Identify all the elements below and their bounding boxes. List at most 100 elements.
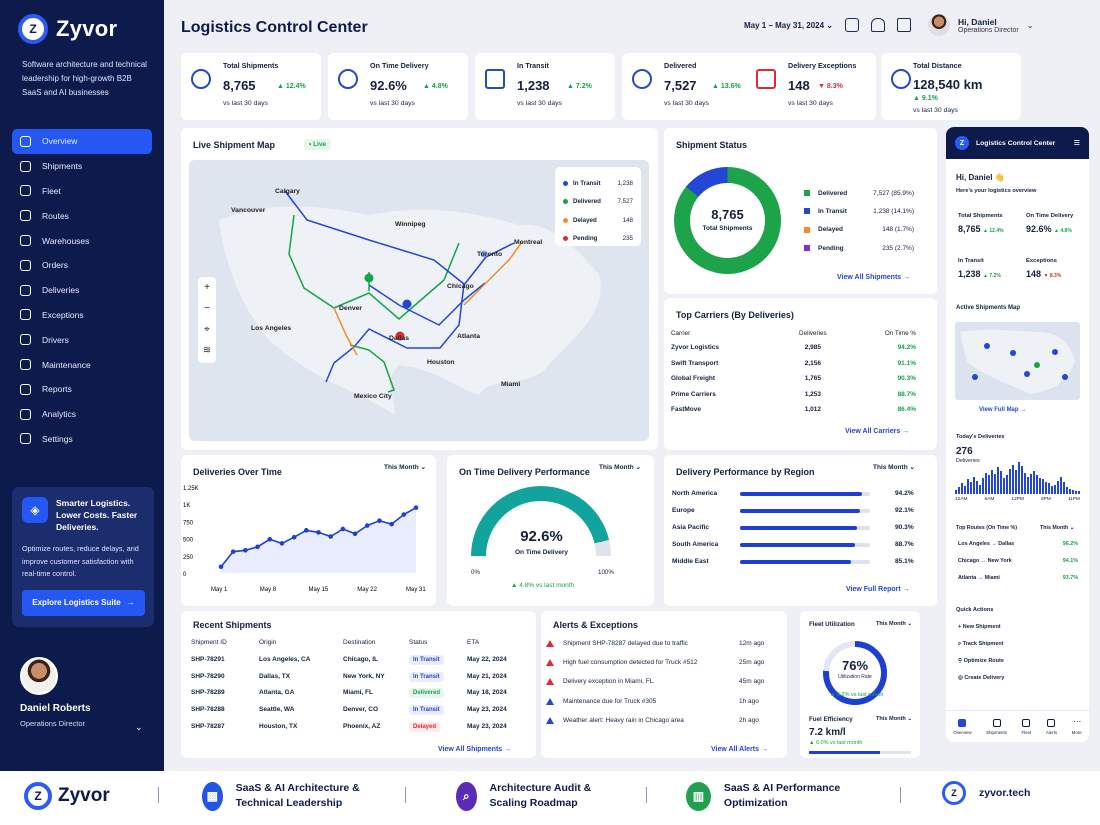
alert-item[interactable]: Weather alert: Heavy rain in Chicago are… [546,711,776,730]
sidebar-item-fleet[interactable]: Fleet [12,179,152,204]
data-point[interactable] [364,523,370,528]
kpi-delivery-exceptions[interactable]: Delivery Exceptions 148 ▼ 8.3% vs last 3… [746,53,876,120]
kpi-total-shipments[interactable]: Total Shipments 8,765 ▲ 12.4% vs last 30… [181,53,321,120]
period-select[interactable]: This Month ⌄ [384,464,426,471]
mobile-nav-shipments[interactable]: Shipments [986,718,1007,735]
calendar-icon[interactable] [845,18,859,32]
sidebar-item-settings[interactable]: Settings [12,427,152,452]
data-point[interactable] [218,564,224,570]
view-all-shipments-link[interactable]: View All Shipments → [837,274,911,281]
alert-item[interactable]: Delivery exception in Miami, FL 45m ago [546,672,776,691]
sidebar-item-deliveries[interactable]: Deliveries [12,278,152,303]
data-point[interactable] [340,526,346,532]
sidebar-item-warehouses[interactable]: Warehouses [12,228,152,253]
table-row[interactable]: Global Freight 1,765 90.3% [671,375,916,383]
footer-service-performance[interactable]: ▥ SaaS & AI Performance Optimization [686,781,881,811]
view-all-carriers-link[interactable]: View All Carriers → [845,428,910,435]
kpi-on-time-delivery[interactable]: On Time Delivery 92.6% ▲ 4.8% vs last 30… [328,53,468,120]
table-row[interactable]: SHP-78288 Seattle, WA Denver, CO In Transit… [191,704,507,715]
period-select[interactable]: This Month ⌄ [876,716,913,722]
sidebar-item-analytics[interactable]: Analytics [12,402,152,427]
route-row[interactable]: Atlanta → Miami 93.7% [958,575,1078,581]
quick-action-optimize-route[interactable]: ⚲ Optimize Route [958,658,1004,664]
quick-action-new-shipment[interactable]: + New Shipment [958,624,1001,630]
data-point[interactable] [304,528,309,533]
table-row[interactable]: Swift Transport 2,156 91.1% [671,359,916,367]
zoom-out-icon[interactable]: − [204,303,210,314]
table-row[interactable]: Zyvor Logistics 2,985 94.2% [671,344,916,352]
data-point[interactable] [267,536,273,542]
view-all-alerts-link[interactable]: View All Alerts → [711,746,768,753]
data-point[interactable] [243,547,248,553]
sidebar-item-shipments[interactable]: Shipments [12,154,152,179]
mobile-nav-fleet[interactable]: Fleet [1022,718,1031,735]
data-point[interactable] [255,544,260,550]
sidebar-item-reports[interactable]: Reports [12,377,152,402]
view-full-map-link[interactable]: View Full Map → [979,407,1027,413]
mobile-kpi[interactable]: Exceptions 148 ▼ 8.3% [1026,258,1062,279]
table-row[interactable]: SHP-78291 Los Angeles, CA Chicago, IL In Tr… [191,654,507,665]
bell-icon[interactable] [871,18,885,32]
explore-suite-button[interactable]: Explore Logistics Suite → [22,589,145,616]
mobile-kpi[interactable]: In Transit 1,238 ▲ 7.2% [958,258,1001,279]
mobile-nav-overview[interactable]: Overview [953,718,972,735]
sidebar-item-exceptions[interactable]: Exceptions [12,303,152,328]
table-row[interactable]: SHP-78289 Atlanta, GA Miami, FL Delivered Ma… [191,688,507,699]
footer-service-audit[interactable]: ⌕ Architecture Audit & Scaling Roadmap [456,781,626,811]
footer-logo[interactable]: Z Zyvor [24,782,110,810]
quick-action-track-shipment[interactable]: ⌕ Track Shipment [958,641,1004,647]
quick-action-create-delivery[interactable]: ◎ Create Delivery [958,675,1005,681]
locate-icon[interactable]: ⌖ [204,324,210,335]
alert-item[interactable]: High fuel consumption detected for Truck… [546,653,776,672]
mobile-kpi[interactable]: Total Shipments 8,765 ▲ 12.4% [958,213,1004,234]
mobile-kpi[interactable]: On Time Delivery 92.6% ▲ 4.8% [1026,213,1074,234]
data-point[interactable] [377,518,382,524]
route-row[interactable]: Los Angeles → Dallas 96.2% [958,541,1078,547]
sidebar-item-orders[interactable]: Orders [12,253,152,278]
brand-logo[interactable]: Z Zyvor [18,14,117,44]
kpi-total-distance[interactable]: Total Distance 128,540 km ▲ 9.1% vs last… [881,53,1021,120]
table-row[interactable]: FastMove 1,012 86.4% [671,406,916,414]
view-full-report-link[interactable]: View Full Report → [846,586,910,593]
table-row[interactable]: SHP-78290 Dallas, TX New York, NY In Transi… [191,671,507,682]
period-select[interactable]: This Month ⌄ [873,464,915,471]
mobile-nav-alerts[interactable]: Alerts [1046,718,1057,735]
mobile-nav-more[interactable]: ⋯ More [1071,716,1082,735]
footer-service-architecture[interactable]: ▦ SaaS & AI Architecture & Technical Lead… [202,781,402,811]
kpi-delivered[interactable]: Delivered 7,527 ▲ 13.6% vs last 30 days [622,53,762,120]
alert-item[interactable]: Maintenance due for Truck #305 1h ago [546,692,776,711]
period-select[interactable]: This Month ⌄ [1040,525,1075,531]
shipment-map[interactable]: Calgary Winnipeg Vancouver Toronto Montr… [189,160,649,441]
date-range-selector[interactable]: May 1 – May 31, 2024 ⌄ [744,20,833,30]
data-point[interactable] [328,534,333,539]
table-row[interactable]: SHP-78287 Houston, TX Phoenix, AZ Delayed Ma… [191,721,507,732]
mail-icon[interactable] [897,18,911,32]
sidebar-item-drivers[interactable]: Drivers [12,327,152,352]
data-point[interactable] [352,531,358,537]
profile-section[interactable]: Daniel Roberts Operations Director ⌄ [20,657,143,732]
view-all-shipments-link[interactable]: View All Shipments → [438,746,512,753]
layers-icon[interactable]: ≋ [202,345,212,356]
zoom-in-icon[interactable]: + [204,282,210,293]
sidebar-item-overview[interactable]: Overview [12,129,152,154]
sidebar-item-maintenance[interactable]: Maintenance [12,352,152,377]
kpi-in-transit[interactable]: In Transit 1,238 ▲ 7.2% vs last 30 days [475,53,615,120]
data-point[interactable] [413,505,419,510]
route-row[interactable]: Chicago → New York 94.1% [958,558,1078,564]
table-row[interactable]: Prime Carriers 1,253 88.7% [671,390,916,398]
data-point[interactable] [401,512,407,517]
data-point[interactable] [291,534,297,540]
data-point[interactable] [389,521,394,527]
data-point[interactable] [316,530,321,535]
period-select[interactable]: This Month ⌄ [599,464,641,471]
period-select[interactable]: This Month ⌄ [876,621,913,627]
alert-item[interactable]: Shipment SHP-78287 delayed due to traffi… [546,634,776,653]
user-menu[interactable]: Hi, Daniel Operations Director ⌄ [928,14,1033,36]
mobile-map[interactable] [955,322,1080,400]
sidebar-item-routes[interactable]: Routes [12,203,152,228]
data-point[interactable] [230,549,236,554]
data-point[interactable] [279,541,285,546]
menu-icon[interactable]: ≡ [1073,137,1080,149]
chevron-down-icon[interactable]: ⌄ [135,722,143,732]
